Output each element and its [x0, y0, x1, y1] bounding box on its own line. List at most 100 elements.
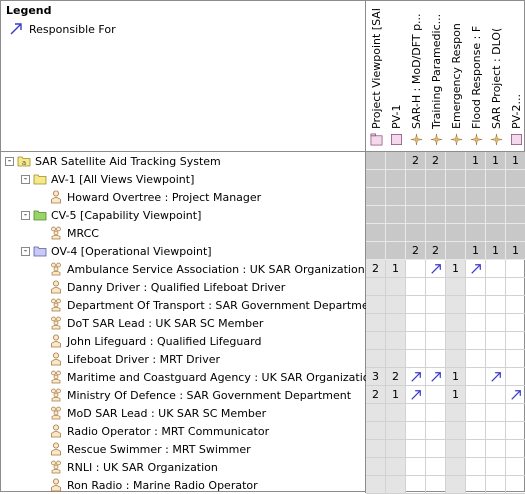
matrix-cell[interactable]: [386, 350, 406, 368]
matrix-cell[interactable]: [426, 296, 446, 314]
matrix-cell[interactable]: 1: [506, 242, 525, 260]
matrix-cell[interactable]: [386, 296, 406, 314]
matrix-cell[interactable]: [406, 206, 426, 224]
matrix-cell[interactable]: [506, 170, 525, 188]
tree-row[interactable]: Ambulance Service Association : UK SAR O…: [1, 260, 365, 278]
matrix-cell[interactable]: 1: [486, 242, 506, 260]
tree-row[interactable]: - AV-1 [All Views Viewpoint]: [1, 170, 365, 188]
matrix-cell[interactable]: [386, 170, 406, 188]
matrix-cell[interactable]: [506, 314, 525, 332]
column-header[interactable]: Project Viewpoint [SAR: [366, 1, 386, 151]
matrix-cell[interactable]: 1: [506, 152, 525, 170]
matrix-cell[interactable]: 2: [366, 260, 386, 278]
matrix-cell[interactable]: [406, 458, 426, 476]
matrix-cell[interactable]: [406, 332, 426, 350]
matrix-cell[interactable]: [426, 224, 446, 242]
matrix-cell[interactable]: [366, 170, 386, 188]
matrix-cell[interactable]: [406, 368, 426, 386]
matrix-cell[interactable]: [426, 440, 446, 458]
column-header[interactable]: SAR-H : MoD/DFT p...: [406, 1, 426, 151]
matrix-cell[interactable]: [366, 332, 386, 350]
matrix-cell[interactable]: [426, 404, 446, 422]
matrix-cell[interactable]: [486, 170, 506, 188]
matrix-cell[interactable]: [426, 332, 446, 350]
matrix-cell[interactable]: [506, 404, 525, 422]
matrix-cell[interactable]: [406, 260, 426, 278]
matrix-cell[interactable]: [486, 224, 506, 242]
matrix-cell[interactable]: [486, 332, 506, 350]
tree-row[interactable]: Ron Radio : Marine Radio Operator: [1, 476, 365, 494]
matrix-cell[interactable]: [426, 422, 446, 440]
tree-row[interactable]: Rescue Swimmer : MRT Swimmer: [1, 440, 365, 458]
column-header[interactable]: SAR Project : DLO(: [486, 1, 506, 151]
matrix-cell[interactable]: [386, 188, 406, 206]
column-header[interactable]: PV-1: [386, 1, 406, 151]
matrix-cell[interactable]: [426, 350, 446, 368]
matrix-cell[interactable]: 2: [366, 386, 386, 404]
matrix-cell[interactable]: [466, 422, 486, 440]
matrix-cell[interactable]: [366, 152, 386, 170]
matrix-cell[interactable]: [466, 386, 486, 404]
matrix-cell[interactable]: [466, 188, 486, 206]
matrix-cell[interactable]: [386, 152, 406, 170]
tree-row[interactable]: Lifeboat Driver : MRT Driver: [1, 350, 365, 368]
column-header[interactable]: Emergency Respon: [446, 1, 466, 151]
tree-row[interactable]: - a SAR Satellite Aid Tracking System: [1, 152, 365, 170]
matrix-cell[interactable]: [366, 422, 386, 440]
matrix-cell[interactable]: [426, 458, 446, 476]
matrix-cell[interactable]: [366, 476, 386, 494]
matrix-cell[interactable]: [466, 206, 486, 224]
matrix-cell[interactable]: [366, 296, 386, 314]
matrix-cell[interactable]: [386, 332, 406, 350]
matrix-cell[interactable]: [466, 170, 486, 188]
matrix-cell[interactable]: [366, 458, 386, 476]
column-header[interactable]: PV-2...: [506, 1, 525, 151]
matrix-cell[interactable]: [486, 422, 506, 440]
matrix-cell[interactable]: [426, 368, 446, 386]
matrix-cell[interactable]: [486, 458, 506, 476]
matrix-cell[interactable]: [366, 206, 386, 224]
matrix-cell[interactable]: [406, 188, 426, 206]
matrix-cell[interactable]: [486, 278, 506, 296]
matrix-cell[interactable]: [366, 404, 386, 422]
matrix-cell[interactable]: [506, 350, 525, 368]
matrix-cell[interactable]: [446, 278, 466, 296]
matrix-cell[interactable]: [366, 314, 386, 332]
matrix-cell[interactable]: [426, 188, 446, 206]
expand-toggle[interactable]: -: [21, 174, 30, 184]
matrix-cell[interactable]: [506, 422, 525, 440]
matrix-cell[interactable]: [386, 440, 406, 458]
matrix-cell[interactable]: [406, 476, 426, 494]
tree-row[interactable]: Radio Operator : MRT Communicator: [1, 422, 365, 440]
matrix-cell[interactable]: [486, 386, 506, 404]
matrix-cell[interactable]: 1: [466, 152, 486, 170]
matrix-cell[interactable]: [506, 260, 525, 278]
matrix-cell[interactable]: [506, 332, 525, 350]
matrix-cell[interactable]: [426, 206, 446, 224]
matrix-cell[interactable]: [446, 422, 466, 440]
matrix-cell[interactable]: 2: [426, 152, 446, 170]
matrix-cell[interactable]: [506, 206, 525, 224]
matrix-cell[interactable]: 1: [386, 386, 406, 404]
matrix-cell[interactable]: [446, 476, 466, 494]
matrix-cell[interactable]: [426, 386, 446, 404]
matrix-cell[interactable]: [366, 440, 386, 458]
matrix-cell[interactable]: 2: [426, 242, 446, 260]
matrix-cell[interactable]: 1: [446, 386, 466, 404]
matrix-cell[interactable]: [506, 476, 525, 494]
matrix-cell[interactable]: [386, 422, 406, 440]
tree-row[interactable]: Howard Overtree : Project Manager: [1, 188, 365, 206]
matrix-cell[interactable]: [506, 224, 525, 242]
matrix-cell[interactable]: [406, 386, 426, 404]
matrix-cell[interactable]: [386, 278, 406, 296]
matrix-cell[interactable]: [406, 170, 426, 188]
matrix-cell[interactable]: 2: [406, 242, 426, 260]
matrix-cell[interactable]: [406, 314, 426, 332]
tree-row[interactable]: Danny Driver : Qualified Lifeboat Driver: [1, 278, 365, 296]
matrix-cell[interactable]: [506, 440, 525, 458]
matrix-cell[interactable]: [506, 386, 525, 404]
matrix-cell[interactable]: [466, 278, 486, 296]
matrix-cell[interactable]: [406, 350, 426, 368]
matrix-cell[interactable]: [446, 458, 466, 476]
matrix-cell[interactable]: [406, 404, 426, 422]
